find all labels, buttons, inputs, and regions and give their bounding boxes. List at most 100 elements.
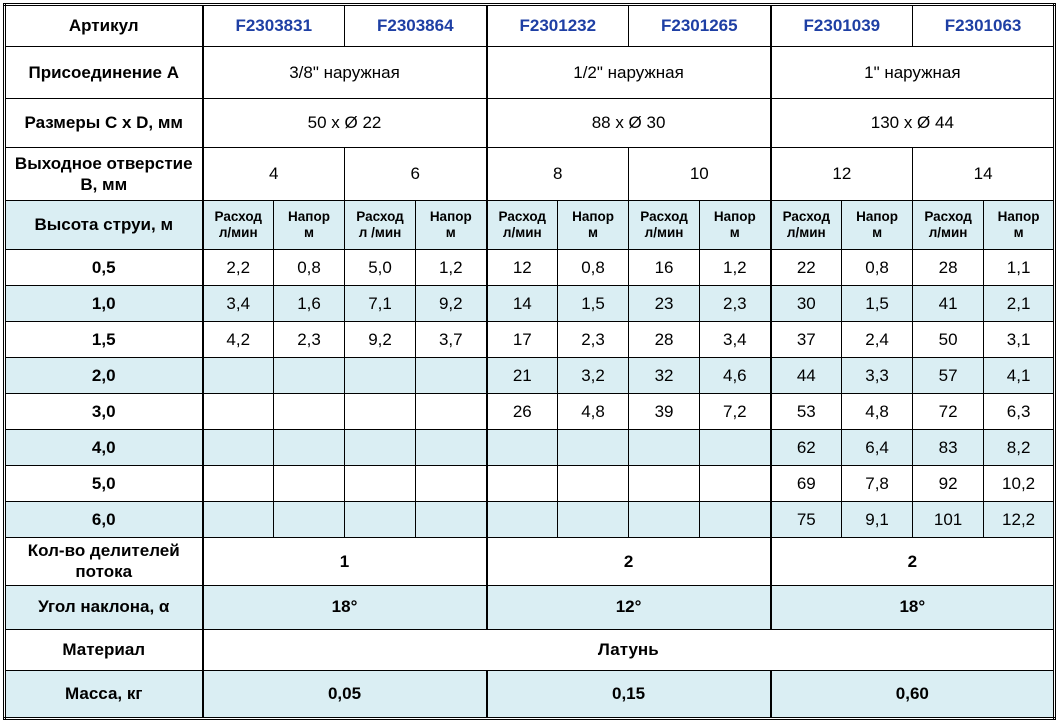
row-article: Артикул F2303831 F2303864 F2301232 F2301…	[4, 4, 1056, 47]
data-cell: 2,3	[272, 321, 346, 358]
dividers-value: 1	[201, 537, 488, 586]
data-cell: 62	[769, 429, 843, 466]
data-cell: 1,2	[699, 249, 772, 286]
subheader-line: м	[729, 225, 740, 240]
subheader-line: л /мин	[358, 225, 402, 240]
data-cell: 9,2	[344, 321, 417, 358]
data-cell	[415, 501, 488, 538]
subheader-head: Напор м	[557, 200, 630, 250]
data-cell: 12	[485, 249, 559, 286]
subheader-line: Напор	[288, 208, 330, 224]
jet-data-row: 1,5 4,2 2,3 9,2 3,7 17 2,3 28 3,4 37 2,4…	[4, 321, 1056, 358]
subheader-flow: Расход л/мин	[628, 200, 701, 250]
outlet-row-label: Выходное отверстие В, мм	[4, 147, 204, 201]
data-cell	[485, 429, 559, 466]
material-row-label: Материал	[4, 628, 204, 671]
subheader-line: Напор	[572, 208, 614, 224]
jet-height-value: 0,5	[4, 249, 204, 286]
data-cell: 10,2	[983, 465, 1056, 502]
data-cell: 6,4	[841, 429, 914, 466]
data-cell	[485, 465, 559, 502]
data-cell	[628, 429, 701, 466]
outlet-value: 8	[485, 147, 630, 201]
data-cell: 2,4	[841, 321, 914, 358]
data-cell: 32	[628, 357, 701, 394]
jet-height-value: 2,0	[4, 357, 204, 394]
data-cell: 28	[628, 321, 701, 358]
data-cell	[628, 465, 701, 502]
subheader-line: л/мин	[644, 225, 684, 240]
subheader-line: Напор	[713, 208, 756, 224]
subheader-line: м	[872, 225, 883, 240]
row-dividers: Кол-во делителей потока 1 2 2	[4, 537, 1056, 586]
data-cell: 1,2	[415, 249, 488, 286]
data-cell	[699, 465, 772, 502]
subheader-line: м	[304, 225, 314, 240]
subheader-head: Напор м	[841, 200, 914, 250]
data-cell	[272, 393, 346, 430]
data-cell	[415, 393, 488, 430]
data-cell	[202, 501, 274, 538]
data-cell: 72	[912, 393, 985, 430]
data-cell: 21	[485, 357, 559, 394]
subheader-line: л/мин	[786, 225, 826, 240]
data-cell: 1,1	[983, 249, 1056, 286]
data-cell: 7,2	[699, 393, 772, 430]
jet-data-row: 6,0 75 9,1 101 12,2	[4, 501, 1056, 538]
jet-height-value: 1,0	[4, 285, 204, 322]
data-cell: 3,2	[557, 357, 630, 394]
data-cell: 30	[769, 285, 843, 322]
data-cell: 92	[912, 465, 985, 502]
subheader-line: Расход	[640, 208, 688, 224]
row-dimensions: Размеры С х D, мм 50 х Ø 22 88 х Ø 30 13…	[4, 98, 1056, 148]
jet-height-value: 5,0	[4, 465, 204, 502]
data-cell	[202, 393, 274, 430]
subheader-line: Напор	[429, 208, 472, 224]
data-cell: 3,7	[415, 321, 488, 358]
data-cell: 4,6	[699, 357, 772, 394]
jet-data-row: 1,0 3,4 1,6 7,1 9,2 14 1,5 23 2,3 30 1,5…	[4, 285, 1056, 322]
data-cell: 4,2	[202, 321, 274, 358]
data-cell: 9,2	[415, 285, 488, 322]
subheader-line: Напор	[997, 208, 1040, 224]
data-cell: 7,1	[344, 285, 417, 322]
dividers-value: 2	[769, 537, 1056, 586]
data-cell: 3,1	[983, 321, 1056, 358]
subheader-line: Расход	[214, 208, 262, 224]
data-cell: 39	[628, 393, 701, 430]
data-cell: 4,1	[983, 357, 1056, 394]
dividers-row-label: Кол-во делителей потока	[4, 537, 204, 586]
dimensions-value: 50 х Ø 22	[201, 98, 488, 148]
data-cell: 16	[628, 249, 701, 286]
data-cell: 28	[912, 249, 985, 286]
angle-value: 18°	[769, 584, 1056, 630]
data-cell: 0,8	[272, 249, 346, 286]
article-number: F2303831	[201, 4, 346, 47]
subheader-flow: Расход л/мин	[769, 200, 843, 250]
outlet-value: 14	[912, 147, 1056, 201]
jet-height-value: 3,0	[4, 393, 204, 430]
subheader-line: м	[1013, 225, 1024, 240]
data-cell	[415, 357, 488, 394]
data-cell	[344, 501, 417, 538]
dimensions-row-label: Размеры С х D, мм	[4, 98, 204, 148]
data-cell: 1,6	[272, 285, 346, 322]
row-angle: Угол наклона, α 18° 12° 18°	[4, 584, 1056, 630]
angle-row-label: Угол наклона, α	[4, 584, 204, 630]
angle-value: 12°	[485, 584, 772, 630]
data-cell: 57	[912, 357, 985, 394]
data-cell: 3,4	[699, 321, 772, 358]
data-cell: 2,1	[983, 285, 1056, 322]
subheader-line: л/мин	[928, 225, 968, 240]
data-cell: 53	[769, 393, 843, 430]
row-mass: Масса, кг 0,05 0,15 0,60	[4, 669, 1056, 719]
data-cell: 9,1	[841, 501, 914, 538]
subheader-head: Напор м	[983, 200, 1056, 250]
row-jet-header: Высота струи, м Расход л/мин Напор м Расхо…	[4, 200, 1056, 250]
subheader-flow: Расход л/мин	[485, 200, 559, 250]
row-outlet: Выходное отверстие В, мм 4 6 8 10 12 14	[4, 147, 1056, 201]
data-cell	[272, 357, 346, 394]
data-cell: 2,3	[699, 285, 772, 322]
data-cell: 0,8	[841, 249, 914, 286]
dimensions-value: 88 х Ø 30	[485, 98, 772, 148]
